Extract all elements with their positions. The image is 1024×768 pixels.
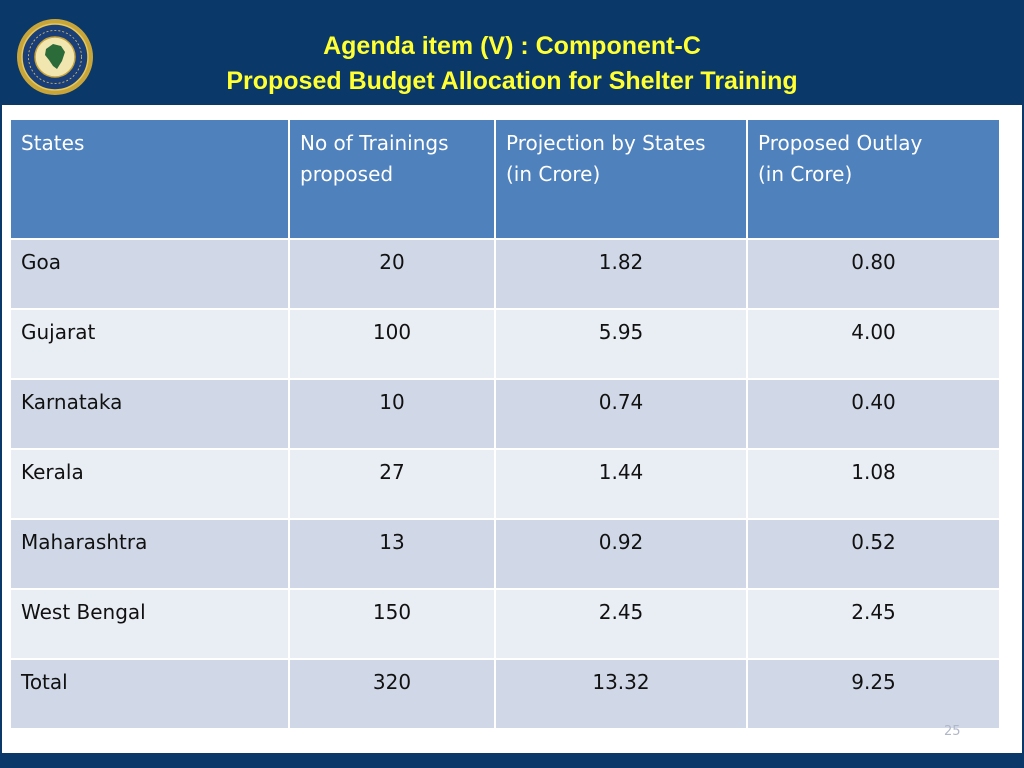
cell-projection: 0.74: [494, 378, 748, 450]
cell-trainings: 13: [288, 518, 496, 590]
frame-left-border: [0, 105, 2, 753]
cell-trainings: 27: [288, 448, 496, 520]
table-row: Goa 20 1.82 0.80: [9, 238, 1001, 310]
cell-trainings: 10: [288, 378, 496, 450]
cell-trainings: 20: [288, 238, 496, 310]
cell-trainings: 150: [288, 588, 496, 660]
disaster-management-seal-icon: [17, 19, 93, 95]
cell-outlay: 0.80: [746, 238, 1001, 310]
cell-state: Maharashtra: [9, 518, 290, 590]
cell-outlay: 9.25: [746, 658, 1001, 730]
table-row: Karnataka 10 0.74 0.40: [9, 378, 1001, 450]
header-outlay: Proposed Outlay (in Crore): [746, 118, 1001, 240]
slide-title-line2: Proposed Budget Allocation for Shelter T…: [226, 67, 798, 95]
cell-trainings: 320: [288, 658, 496, 730]
header-trainings: No of Trainings proposed: [288, 118, 496, 240]
cell-projection: 0.92: [494, 518, 748, 590]
cell-outlay: 1.08: [746, 448, 1001, 520]
cell-outlay: 4.00: [746, 308, 1001, 380]
cell-state: Gujarat: [9, 308, 290, 380]
cell-outlay: 0.52: [746, 518, 1001, 590]
table-row-total: Total 320 13.32 9.25: [9, 658, 1001, 730]
cell-projection: 1.82: [494, 238, 748, 310]
frame-right-border: [1022, 105, 1024, 753]
table-header-row: States No of Trainings proposed Projectio…: [9, 118, 1001, 240]
header-states: States: [9, 118, 290, 240]
cell-trainings: 100: [288, 308, 496, 380]
cell-projection: 13.32: [494, 658, 748, 730]
footer-band: [0, 753, 1024, 768]
cell-projection: 5.95: [494, 308, 748, 380]
cell-state: Kerala: [9, 448, 290, 520]
cell-state: Goa: [9, 238, 290, 310]
table-row: Kerala 27 1.44 1.08: [9, 448, 1001, 520]
table-row: Maharashtra 13 0.92 0.52: [9, 518, 1001, 590]
cell-state: Total: [9, 658, 290, 730]
cell-outlay: 0.40: [746, 378, 1001, 450]
cell-outlay: 2.45: [746, 588, 1001, 660]
cell-projection: 1.44: [494, 448, 748, 520]
cell-state: West Bengal: [9, 588, 290, 660]
table-row: Gujarat 100 5.95 4.00: [9, 308, 1001, 380]
header-projection: Projection by States (in Crore): [494, 118, 748, 240]
budget-table: States No of Trainings proposed Projectio…: [9, 118, 1001, 730]
cell-projection: 2.45: [494, 588, 748, 660]
table-row: West Bengal 150 2.45 2.45: [9, 588, 1001, 660]
page-number: 25: [944, 724, 961, 739]
header-band: Agenda item (V) : Component-C Proposed B…: [0, 0, 1024, 105]
cell-state: Karnataka: [9, 378, 290, 450]
slide-title-line1: Agenda item (V) : Component-C: [323, 32, 701, 60]
